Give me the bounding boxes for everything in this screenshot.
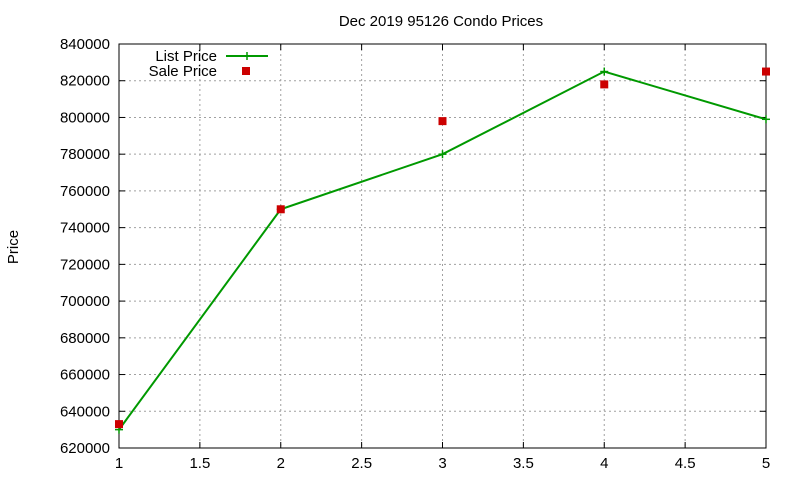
y-tick-label: 740000 (60, 220, 110, 237)
y-tick-label: 620000 (60, 440, 110, 457)
series-layer (115, 67, 770, 434)
y-tick-label: 780000 (60, 146, 110, 163)
list-price-point (600, 67, 609, 76)
x-tick-label: 3 (438, 455, 446, 472)
x-tick-label: 2.5 (351, 455, 372, 472)
y-tick-label: 700000 (60, 293, 110, 310)
x-tick-label: 2 (277, 455, 285, 472)
y-tick-label: 640000 (60, 403, 110, 420)
y-tick-label: 760000 (60, 183, 110, 200)
x-tick-label: 1 (115, 455, 123, 472)
legend-label-sale-price: Sale Price (149, 63, 217, 80)
x-tick-label: 5 (762, 455, 770, 472)
list-price-point (438, 150, 447, 159)
list-price-point (762, 115, 770, 124)
sale-price-point (438, 117, 447, 126)
legend-key-list-price (226, 52, 268, 60)
legend: List Price Sale Price (149, 48, 268, 80)
legend-marker-sale-price (242, 67, 250, 75)
grid (119, 44, 766, 448)
legend-label-list-price: List Price (155, 48, 217, 65)
chart-title: Dec 2019 95126 Condo Prices (339, 13, 543, 30)
sale-price-point (600, 80, 609, 89)
y-tick-label: 660000 (60, 367, 110, 384)
sale-price-point (762, 67, 770, 76)
y-tick-label: 820000 (60, 73, 110, 90)
legend-key-sale-price (242, 67, 250, 75)
y-axis-label: Price (5, 230, 22, 264)
x-tick-label: 1.5 (189, 455, 210, 472)
y-tick-label: 680000 (60, 330, 110, 347)
x-tick-label: 4.5 (675, 455, 696, 472)
y-axis: 620000 640000 660000 680000 700000 720000 7400… (60, 36, 766, 457)
sale-price-point (276, 205, 285, 214)
y-tick-label: 840000 (60, 36, 110, 53)
x-axis: 1 1.5 2 2.5 3 3.5 4 4.5 5 (115, 44, 770, 472)
y-tick-label: 800000 (60, 109, 110, 126)
x-tick-label: 4 (600, 455, 608, 472)
legend-marker-list-price (243, 52, 251, 60)
x-tick-label: 3.5 (513, 455, 534, 472)
sale-price-point (115, 420, 123, 429)
y-tick-label: 720000 (60, 256, 110, 273)
